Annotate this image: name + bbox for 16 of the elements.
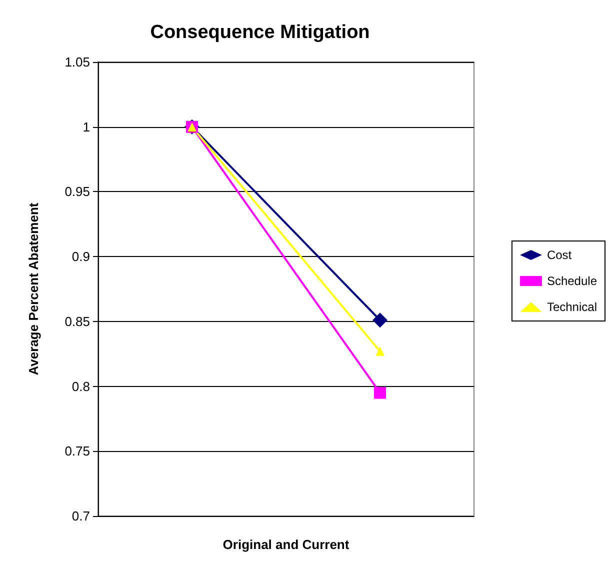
point — [372, 312, 388, 328]
point — [374, 386, 386, 399]
y-tick-label: 0.85 — [64, 314, 90, 329]
y-tick-label: 0.75 — [64, 444, 90, 459]
legend-label: Schedule — [546, 274, 598, 288]
y-tick-label: 0.8 — [72, 378, 90, 394]
y-tick-label: 0.9 — [72, 249, 90, 264]
y-axis-title: Average Percent Abatement — [26, 202, 41, 376]
y-tick-label: 1.05 — [64, 54, 90, 70]
chart-title: Consequence Mitigation — [150, 22, 370, 43]
y-tick-label: 0.7 — [72, 508, 90, 524]
y-tick-label: 0.95 — [64, 184, 90, 200]
y-tick-label: 1 — [82, 119, 90, 134]
x-axis-title: Original and Current — [222, 537, 350, 552]
legend-label: Technical — [546, 300, 597, 314]
legend-label: Cost — [546, 248, 572, 262]
